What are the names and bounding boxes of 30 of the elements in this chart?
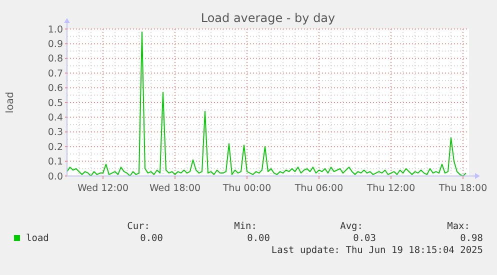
- x-tick-label: Thu 00:00: [222, 183, 272, 194]
- y-tick-label: 1.0: [48, 24, 63, 36]
- y-tick-label: 0.1: [48, 156, 63, 168]
- y-tick-label: 0.6: [48, 83, 63, 94]
- y-tick-label: 0.8: [48, 54, 63, 65]
- legend-label: load: [26, 233, 49, 244]
- y-tick-label: 0.7: [48, 68, 63, 80]
- text: 0.03: [353, 233, 376, 244]
- line-series: [66, 31, 466, 176]
- text: 0.98: [460, 233, 484, 244]
- text: Avg:: [340, 221, 363, 232]
- text: 0.00: [247, 233, 270, 244]
- text: Cur:: [127, 221, 150, 232]
- y-tick-label: 0.0: [48, 171, 63, 182]
- y-tick-label: 0.3: [48, 127, 63, 138]
- y-tick-label: 0.2: [48, 142, 63, 153]
- x-tick-label: Wed 12:00: [77, 183, 129, 194]
- text: Max:: [447, 221, 470, 232]
- x-tick-label: Thu 06:00: [294, 183, 344, 194]
- y-tick-label: 0.5: [48, 98, 63, 109]
- y-tick-label: 0.4: [48, 112, 63, 124]
- chart-title: Load average - by day: [200, 11, 336, 25]
- text: Last update: Thu Jun 19 18:15:04 2025: [271, 245, 483, 256]
- y-axis-title: load: [5, 92, 16, 114]
- x-tick-label: Thu 18:00: [438, 183, 488, 194]
- text: 0.00: [140, 233, 164, 244]
- text: Min:: [234, 221, 257, 232]
- y-tick-label: 0.9: [48, 39, 63, 50]
- x-tick-label: Wed 18:00: [149, 183, 201, 194]
- x-tick-label: Thu 12:00: [366, 183, 416, 194]
